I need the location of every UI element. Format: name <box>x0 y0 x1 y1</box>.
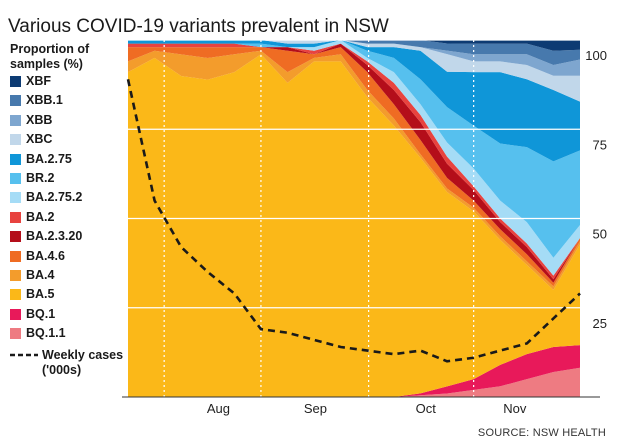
legend-item-ba-2-75-2: BA.2.75.2 <box>10 191 130 210</box>
legend-label: BA.5 <box>26 287 55 302</box>
area-xbc <box>128 40 580 102</box>
legend-swatch <box>10 328 21 340</box>
y-tick-label: 50 <box>593 227 607 242</box>
legend-label: BQ.1 <box>26 306 56 321</box>
legend-label: BQ.1.1 <box>26 326 66 341</box>
chart-title: Various COVID-19 variants prevalent in N… <box>8 15 389 37</box>
legend-item-weekly-cases: Weekly cases ('000s) <box>10 348 130 378</box>
y-tick-label: 75 <box>593 137 607 152</box>
legend-label: XBF <box>26 74 51 88</box>
x-tick-label-oct: Oct <box>416 401 437 416</box>
legend-swatch <box>10 95 21 107</box>
legend-title: Proportion of samples (%) <box>10 42 90 71</box>
y-tick-label: 100 <box>585 48 607 63</box>
weekly-cases-line <box>126 78 581 363</box>
legend-label: XBB.1 <box>26 93 63 108</box>
legend-label: BR.2 <box>26 170 55 185</box>
legend-item-ba-2-75: BA.2.75 <box>10 151 130 172</box>
legend-swatch <box>10 211 21 223</box>
legend-item-br-2: BR.2 <box>10 170 130 191</box>
area-ba-2-3-20 <box>128 43 580 283</box>
legend-item-xbb: XBB <box>10 112 130 133</box>
x-tick-label-nov: Nov <box>503 401 527 416</box>
legend-label: BA.2.75 <box>26 151 72 166</box>
legend-swatch <box>10 231 21 243</box>
legend-item-ba-4-6: BA.4.6 <box>10 248 130 269</box>
legend-label: BA.2 <box>26 209 55 224</box>
area-bq-1 <box>128 345 580 397</box>
area-xbb-1 <box>128 40 580 65</box>
legend-item-bq-1-1: BQ.1.1 <box>10 327 130 346</box>
legend-label: XBC <box>26 132 53 147</box>
y-tick-labels: 25 50 75 100 <box>585 48 607 331</box>
legend-item-ba-5: BA.5 <box>10 288 130 307</box>
gridlines <box>128 39 600 309</box>
area-ba-2-75 <box>128 40 580 162</box>
dashed-line-icon <box>10 354 38 357</box>
legend-item-xbb-1: XBB.1 <box>10 94 130 113</box>
legend-swatch <box>10 308 21 320</box>
area-xbb <box>128 40 580 76</box>
area-ba-5 <box>128 54 580 397</box>
legend-item-ba-2-3-20: BA.2.3.20 <box>10 230 130 249</box>
legend-swatch <box>10 153 21 165</box>
legend-swatch <box>10 134 21 146</box>
area-bq-1-1 <box>128 367 580 397</box>
legend-label: BA.2.3.20 <box>26 229 83 244</box>
legend-swatch <box>10 289 21 301</box>
area-xbf <box>128 40 580 51</box>
y-tick-label: 25 <box>593 316 607 331</box>
area-ba-2 <box>128 43 580 280</box>
area-ba-2-75-2 <box>128 40 580 276</box>
legend-label: BA.4 <box>26 267 55 282</box>
legend-item-ba-2: BA.2 <box>10 209 130 230</box>
legend-swatch <box>10 114 21 126</box>
legend: Proportion of samples (%) XBF XBB.1 XBB XBC… <box>10 42 130 378</box>
legend-swatch <box>10 172 21 184</box>
legend-swatch <box>10 250 21 262</box>
x-tick-label-aug: Aug <box>207 401 230 416</box>
area-br-2 <box>128 40 580 258</box>
legend-label: XBB <box>26 112 53 127</box>
legend-item-bq-1: BQ.1 <box>10 306 130 327</box>
legend-item-xbf: XBF <box>10 75 130 94</box>
legend-label: BA.2.75.2 <box>26 190 83 205</box>
area-layers <box>128 40 580 397</box>
x-tick-label-sep: Sep <box>304 401 327 416</box>
legend-swatch <box>10 269 21 281</box>
x-tick-labels: Aug Sep Oct Nov <box>207 401 527 416</box>
legend-item-xbc: XBC <box>10 133 130 152</box>
legend-swatch <box>10 76 21 87</box>
source-note: SOURCE: NSW HEALTH <box>477 427 606 439</box>
legend-label: BA.4.6 <box>26 248 65 263</box>
legend-items: XBF XBB.1 XBB XBC BA.2.75 BR.2 BA.2.75.2 BA.2 BA… <box>10 75 130 346</box>
legend-label-weekly-cases: Weekly cases ('000s) <box>42 348 124 378</box>
legend-swatch <box>10 192 21 204</box>
legend-item-ba-4: BA.4 <box>10 267 130 288</box>
